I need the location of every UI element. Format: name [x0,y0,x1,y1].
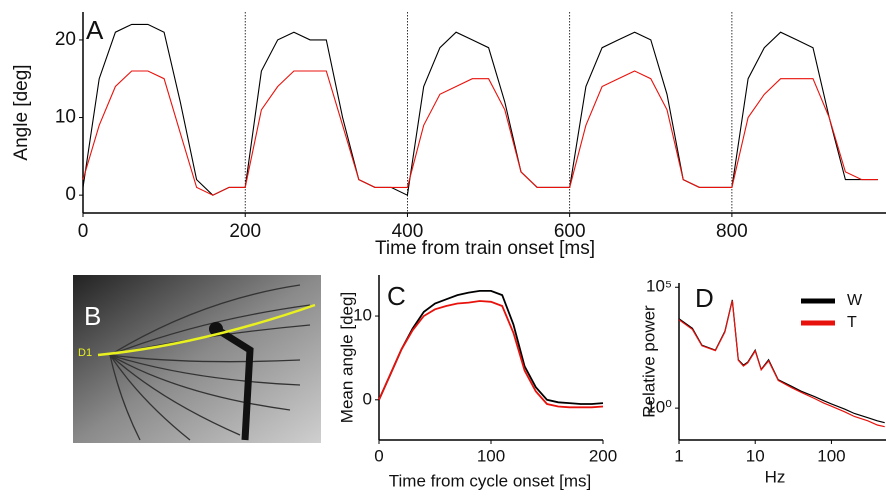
legend-label: W [847,292,863,309]
y-tick-label: 0 [65,184,76,205]
x-tick-label: 200 [589,446,617,465]
panel-label: C [387,281,406,311]
panel-label: A [86,15,104,45]
data-line [678,300,885,428]
x-axis-label: Time from cycle onset [ms] [389,471,591,490]
x-axis-label: Hz [765,467,786,486]
panel-label: D [695,283,714,313]
data-line [378,289,604,405]
y-tick-label: 10 [55,107,76,128]
photo-panel: B D1 [73,275,321,443]
y-axis-label: Mean angle [deg] [337,292,356,423]
x-tick-label: 1 [674,446,683,465]
data-line [82,23,878,197]
y-tick-label: 10⁵ [646,277,672,296]
x-tick-label: 200 [229,221,261,242]
legend-label: T [847,314,857,331]
annotation: D1 [78,347,92,359]
y-tick-label: 20 [55,29,76,50]
x-axis-label: Time from train onset [ms] [375,238,595,259]
x-tick-label: 400 [392,221,424,242]
y-axis-label: Relative power [639,305,658,418]
y-tick-label: 10 [353,306,372,325]
data-line [378,300,604,409]
x-tick-label: 800 [716,221,748,242]
x-tick-label: 100 [477,446,505,465]
y-tick-label: 10⁰ [646,398,672,417]
data-line [82,70,878,196]
x-tick-label: 100 [817,446,845,465]
x-tick-label: 0 [374,446,383,465]
panel-label: B [84,301,101,331]
x-tick-label: 10 [746,446,765,465]
x-tick-label: 0 [78,221,89,242]
x-tick-label: 600 [554,221,586,242]
y-axis-label: Angle [deg] [11,64,32,160]
y-tick-label: 0 [363,389,372,408]
